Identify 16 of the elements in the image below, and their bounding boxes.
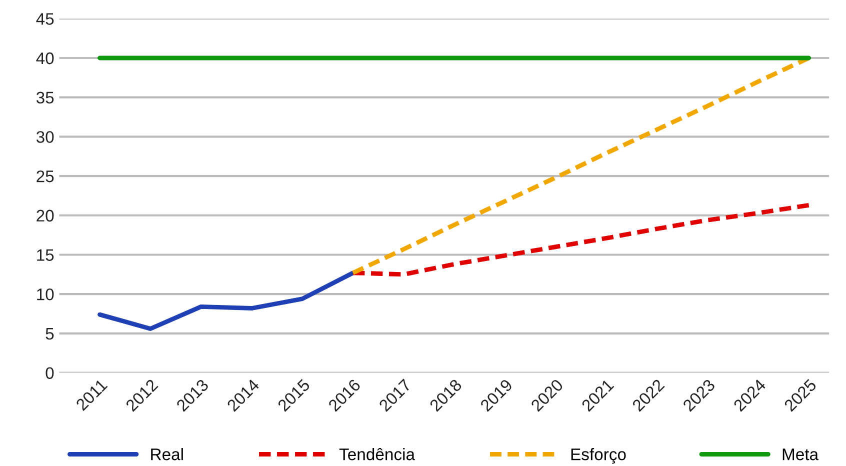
y-tick-label: 45 [36,13,54,25]
y-tick-label: 0 [46,367,54,380]
y-tick-label: 30 [36,131,54,143]
y-tick-label: 20 [36,210,54,222]
y-tick-label: 35 [36,92,54,104]
legend-label: Esforço [571,448,626,464]
y-tick-label: 5 [46,328,54,340]
line-series [350,202,812,277]
legend-label: Real [151,448,183,460]
y-tick-label: 25 [36,170,54,182]
y-tick-label: 10 [37,288,54,300]
y-tick-label: 40 [36,52,54,64]
legend-label: Tendência [339,448,416,460]
legend-label: Meta [782,448,819,460]
y-tick-label: 15 [37,249,54,261]
line-series [98,270,356,331]
